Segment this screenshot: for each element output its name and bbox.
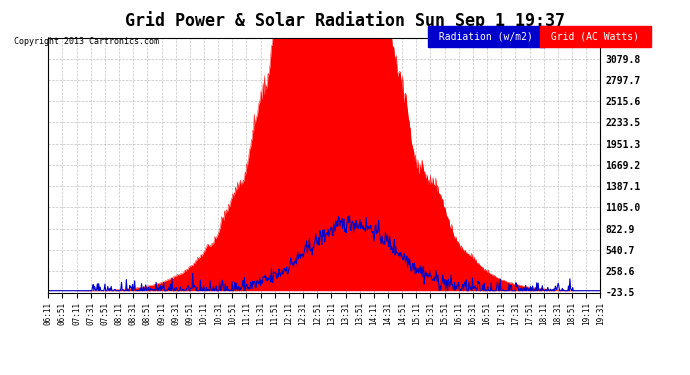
Text: Grid (AC Watts): Grid (AC Watts) — [545, 32, 645, 42]
Text: Grid Power & Solar Radiation Sun Sep 1 19:37: Grid Power & Solar Radiation Sun Sep 1 1… — [125, 11, 565, 30]
Text: Copyright 2013 Cartronics.com: Copyright 2013 Cartronics.com — [14, 38, 159, 46]
Text: Radiation (w/m2): Radiation (w/m2) — [433, 32, 539, 42]
